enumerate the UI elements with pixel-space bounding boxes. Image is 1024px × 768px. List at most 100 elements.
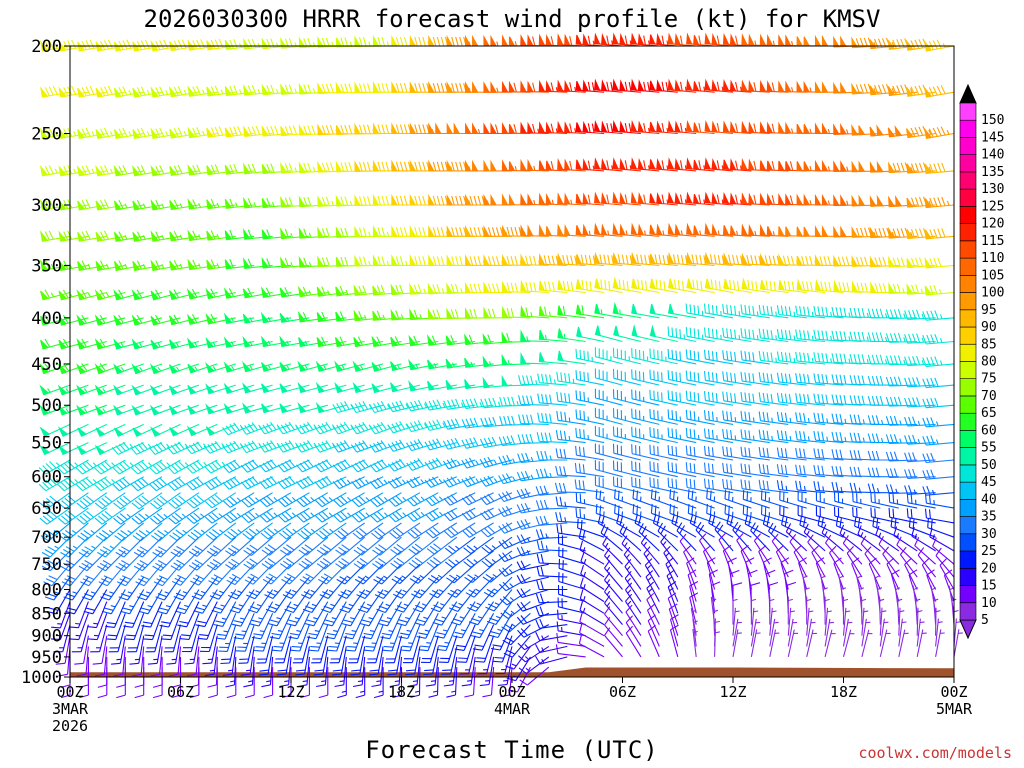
wind-barb — [244, 537, 273, 555]
wind-barb — [850, 308, 880, 318]
wind-barb — [335, 657, 347, 687]
wind-barb — [741, 328, 770, 341]
wind-barb — [816, 162, 844, 171]
wind-barb — [576, 428, 604, 443]
wind-barb — [816, 83, 844, 92]
wind-barb — [296, 460, 327, 472]
wind-barb — [832, 374, 862, 385]
wind-barb — [558, 306, 586, 318]
wind-barb — [270, 613, 291, 638]
wind-barb — [279, 493, 310, 507]
wind-barb — [696, 522, 715, 551]
wind-barb — [687, 279, 715, 293]
wind-barb — [850, 415, 880, 425]
wind-barb — [654, 514, 678, 537]
wind-barb — [224, 493, 255, 508]
wind-barb — [502, 124, 530, 133]
wind-barb — [491, 625, 512, 650]
wind-barb — [661, 535, 678, 565]
wind-barb — [741, 463, 770, 476]
wind-barb — [723, 392, 752, 406]
colorbar-swatch — [960, 172, 976, 189]
wind-barb — [480, 657, 494, 686]
wind-barb — [741, 447, 770, 460]
wind-barb — [205, 508, 236, 523]
wind-barb — [925, 40, 954, 51]
wind-barb — [116, 551, 144, 571]
x-tick-label: 2026 — [52, 717, 88, 735]
wind-barb — [131, 442, 163, 454]
colorbar-tick-label: 5 — [981, 613, 989, 628]
wind-barb — [954, 619, 961, 647]
wind-barb — [868, 484, 899, 493]
wind-barb — [595, 408, 622, 425]
wind-barb — [650, 370, 678, 385]
wind-barb — [626, 626, 641, 657]
wind-barb — [168, 460, 199, 474]
wind-barb — [832, 449, 862, 460]
wind-barb — [169, 508, 199, 524]
wind-barb — [759, 480, 788, 493]
wind-barb — [759, 412, 788, 425]
wind-barb — [886, 485, 917, 494]
wind-barb — [536, 644, 568, 652]
wind-barb — [835, 507, 862, 523]
colorbar-tick-label: 75 — [981, 372, 997, 387]
wind-barb — [576, 409, 604, 424]
wind-barb — [242, 493, 273, 507]
wind-barb — [733, 583, 742, 614]
wind-barb — [207, 537, 236, 556]
colorbar-tick-label: 140 — [981, 148, 1004, 163]
wind-barb — [816, 506, 843, 523]
colorbar-swatch — [960, 293, 976, 310]
x-tick-label: 5MAR — [936, 700, 973, 718]
wind-barb — [853, 507, 881, 523]
wind-barb — [466, 196, 494, 205]
wind-barb — [595, 304, 623, 318]
colorbar-tick-label: 25 — [981, 544, 997, 559]
wind-barb — [595, 369, 622, 386]
wind-barb — [576, 280, 604, 293]
wind-barb — [852, 126, 880, 135]
colorbar-tick-label: 145 — [981, 131, 1004, 146]
wind-barb — [539, 281, 567, 293]
wind-barb — [832, 307, 862, 318]
wind-barb — [760, 161, 788, 171]
wind-barb — [333, 460, 365, 472]
wind-barb — [536, 619, 568, 628]
wind-barb — [502, 37, 530, 46]
wind-barb — [260, 476, 291, 488]
colorbar-swatch — [960, 206, 976, 223]
wind-barb — [77, 508, 107, 524]
wind-barb — [484, 37, 512, 46]
wind-barb — [502, 196, 530, 205]
wind-barb — [278, 476, 309, 488]
colorbar-swatch — [960, 465, 976, 482]
wind-barb — [862, 608, 868, 636]
wind-barb — [408, 657, 420, 686]
wind-barb — [816, 196, 844, 205]
wind-barb — [466, 125, 494, 134]
wind-barb — [724, 279, 752, 292]
colorbar-swatch — [960, 224, 976, 241]
wind-barb — [188, 523, 218, 540]
wind-barb — [816, 37, 844, 46]
wind-barb — [622, 536, 641, 565]
wind-barb — [536, 486, 567, 496]
wind-barb — [650, 445, 678, 460]
wind-barb — [632, 369, 660, 385]
wind-barb — [557, 411, 586, 424]
wind-barb — [797, 161, 825, 171]
wind-barbs — [39, 35, 963, 698]
colorbar-swatch — [960, 138, 976, 155]
wind-barb — [473, 625, 494, 651]
wind-barb — [733, 608, 740, 636]
wind-barb — [558, 280, 586, 292]
wind-barb — [759, 447, 788, 460]
wind-barb — [723, 479, 752, 493]
wind-barb — [260, 493, 291, 507]
wind-barb — [336, 551, 365, 569]
wind-barb — [690, 514, 714, 537]
colorbar-swatch — [960, 534, 976, 551]
wind-barb — [58, 477, 89, 491]
